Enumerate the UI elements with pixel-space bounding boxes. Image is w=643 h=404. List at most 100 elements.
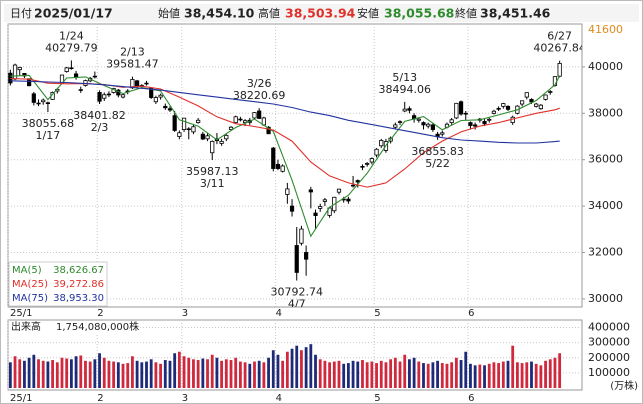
volume-bar	[389, 359, 393, 388]
volume-bar	[281, 360, 285, 388]
volume-bar	[318, 359, 322, 388]
volume-bar	[201, 358, 205, 388]
open-label: 始値	[158, 6, 180, 20]
candle-body	[336, 188, 342, 193]
volume-bar	[102, 357, 106, 388]
annotation-value: 40267.84	[533, 42, 586, 55]
volume-bar	[140, 362, 144, 388]
annotation-value: 39581.47	[106, 58, 159, 71]
volume-bar	[323, 360, 327, 388]
volume-bar	[187, 357, 191, 388]
annotation-value: 40279.79	[45, 41, 98, 54]
volume-bar	[290, 348, 294, 388]
x-tick-label: 5	[374, 308, 380, 319]
candle-body	[31, 93, 36, 103]
candle-body	[92, 75, 97, 78]
volume-bar	[487, 363, 491, 388]
volume-bar	[112, 361, 116, 388]
candle-body	[252, 112, 257, 119]
candle-body	[529, 98, 534, 103]
volume-bar	[450, 362, 454, 388]
x-tick-label: 2	[97, 308, 103, 319]
volume-bar	[243, 362, 247, 388]
candle-body	[365, 163, 370, 165]
volume-bar	[436, 360, 439, 388]
candle-body	[299, 228, 304, 244]
volume-bar	[271, 350, 275, 388]
candle-body	[45, 102, 51, 104]
candle-body	[393, 124, 398, 128]
candle-body	[538, 104, 543, 110]
candle-body	[449, 119, 454, 123]
volume-bar	[553, 357, 557, 388]
volume-bar	[46, 361, 50, 388]
annotation-value: 38220.69	[233, 89, 286, 102]
volume-bar	[196, 360, 200, 388]
x-tick-label: 4	[276, 308, 282, 319]
volume-bar	[370, 361, 374, 388]
volume-bar	[126, 363, 130, 388]
candle-body	[496, 108, 501, 110]
volume-bar	[84, 360, 87, 388]
candle-body	[36, 102, 41, 105]
candle-body	[177, 132, 182, 137]
volume-bar	[473, 365, 477, 388]
volume-bar	[497, 363, 501, 388]
volume-bar	[168, 360, 172, 388]
annotation-label: 5/13	[392, 71, 417, 84]
high-label: 高値	[258, 6, 280, 20]
candle-body	[350, 184, 356, 187]
candle-body	[271, 147, 276, 169]
volume-bar	[346, 363, 350, 388]
volume-bar	[534, 363, 538, 388]
annotation-value: 38401.82	[73, 109, 126, 122]
volume-bar	[262, 362, 266, 388]
volume-bar	[79, 355, 83, 388]
volume-bar	[192, 359, 195, 388]
volume-tick-label: 100000	[588, 366, 630, 379]
legend-name: MA(25)	[12, 279, 48, 290]
candle-body	[69, 67, 74, 70]
candle-body	[205, 135, 210, 140]
x-tick-label: 25/1	[10, 393, 32, 404]
candle-body	[524, 92, 529, 98]
volume-bar	[257, 360, 261, 388]
candle-body	[64, 67, 69, 72]
volume-bar	[248, 363, 252, 388]
candle-body	[191, 126, 196, 133]
volume-bar	[548, 359, 552, 388]
volume-bar	[351, 360, 355, 388]
candle-body	[167, 108, 173, 111]
low-label: 安値	[357, 6, 379, 20]
volume-bar	[173, 353, 177, 388]
candle-body	[548, 91, 553, 93]
x-tick-label: 4	[276, 393, 282, 404]
volume-unit: (万株)	[610, 379, 638, 392]
candle-body	[238, 118, 243, 121]
candle-body	[360, 166, 365, 168]
volume-bar	[8, 362, 12, 388]
candle-body	[402, 108, 407, 112]
volume-header-bg	[9, 321, 139, 333]
candle-body	[17, 66, 22, 71]
volume-bar	[234, 357, 238, 388]
volume-bar	[300, 350, 303, 388]
candle-body	[519, 100, 525, 105]
candle-body	[501, 103, 506, 107]
candle-body	[534, 103, 539, 107]
candle-body	[487, 118, 492, 121]
candle-body	[78, 89, 83, 91]
volume-bar	[220, 360, 224, 388]
volume-bar	[69, 359, 73, 388]
candle-body	[228, 126, 234, 130]
volume-bar	[412, 357, 416, 388]
volume-bar	[445, 363, 449, 388]
volume-bar	[149, 359, 153, 388]
volume-total: 1,754,080,000株	[56, 320, 139, 333]
candles	[8, 60, 562, 281]
y-tick-label: 36000	[588, 153, 623, 166]
x-tick-label: 3	[182, 308, 188, 319]
candle-body	[355, 180, 360, 183]
candle-body	[440, 132, 445, 135]
candle-body	[397, 121, 403, 123]
